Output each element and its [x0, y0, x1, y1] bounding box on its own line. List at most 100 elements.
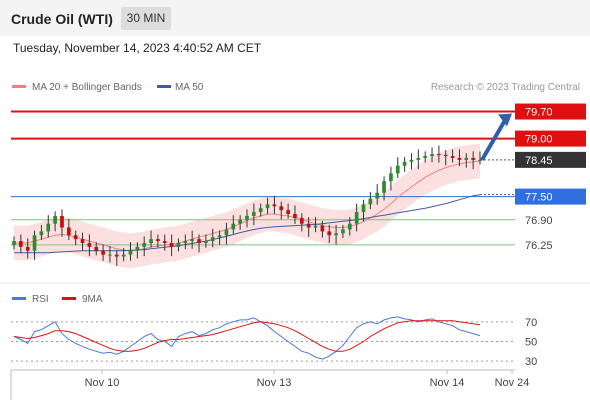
candle-body: [437, 154, 441, 156]
candle-body: [204, 241, 208, 243]
x-tick-label-1: Nov 13: [257, 377, 292, 389]
candle-body: [80, 239, 85, 243]
candle-body: [327, 231, 332, 236]
candle-body: [12, 241, 16, 245]
candle-body: [258, 208, 263, 213]
candle-body: [183, 241, 188, 243]
bollinger-band: [14, 143, 480, 269]
level-label-1: 79.00: [525, 134, 553, 146]
candle-body: [265, 204, 270, 209]
candle-body: [224, 229, 229, 236]
level-label-3: 76.90: [525, 215, 553, 227]
candle-body: [347, 223, 352, 230]
candle-body: [156, 239, 160, 242]
legend-rsi-label: RSI: [32, 294, 49, 305]
rsi-tick-30: 30: [525, 356, 537, 368]
header-bar: Crude Oil (WTI) 30 MIN: [0, 0, 590, 36]
candle-body: [197, 239, 201, 243]
legend-rsi-swatch: [12, 297, 26, 300]
candle-body: [60, 215, 64, 228]
candle-body: [286, 210, 290, 214]
candle-body: [361, 204, 366, 213]
candle-body: [430, 154, 434, 156]
candle-body: [128, 250, 133, 255]
candle-body: [395, 165, 400, 174]
instrument-title: Crude Oil (WTI): [11, 11, 113, 27]
x-tick-label-0: Nov 10: [85, 377, 120, 389]
timeframe-badge[interactable]: 30 MIN: [121, 7, 171, 30]
ma50-line: [14, 194, 481, 254]
time-axis-ticks: Nov 10 Nov 13 Nov 14 Nov 24: [85, 370, 530, 389]
candle-body: [457, 157, 462, 160]
candle-body: [25, 246, 30, 251]
candle-body: [231, 223, 236, 230]
candle-body: [341, 229, 345, 234]
candle-body: [334, 233, 338, 236]
candle-body: [238, 219, 243, 224]
level-badge-2: [515, 188, 586, 205]
candle-body: [217, 235, 222, 238]
candle-body: [389, 173, 393, 182]
candle-body: [409, 159, 414, 162]
candle-body: [279, 206, 284, 211]
current-price-badge: [515, 151, 586, 168]
candle-body: [423, 156, 428, 158]
projection-arrow-head: [498, 113, 512, 127]
candle-body: [464, 157, 469, 160]
level-label-4: 76.25: [525, 240, 553, 252]
candle-body: [190, 239, 195, 242]
level-label-2: 77.50: [525, 192, 553, 204]
candle-body: [382, 181, 386, 193]
projection-arrow-shaft: [480, 117, 508, 161]
candle-body: [471, 157, 476, 160]
candle-body: [32, 235, 37, 251]
candle-body: [450, 156, 455, 158]
candle-body: [46, 223, 51, 232]
level-badge-1: [515, 130, 586, 147]
candle-body: [149, 239, 153, 243]
rsi-ma-line: [13, 320, 481, 352]
x-tick-label-3: Nov 24: [495, 377, 530, 389]
candle-body: [443, 154, 448, 156]
legend-rsi-ma-label: 9MA: [82, 294, 103, 305]
candle-body: [354, 212, 359, 224]
candle-body: [402, 161, 407, 166]
rsi-chart: 30 50 70: [11, 316, 537, 368]
candle-body: [39, 231, 44, 236]
candle-body: [251, 212, 256, 216]
rsi-line: [13, 316, 481, 360]
candle-body: [416, 157, 421, 160]
candle-body: [169, 243, 174, 247]
candle-body: [375, 192, 380, 199]
legend-ma20-label: MA 20 + Bollinger Bands: [32, 82, 142, 93]
candle-body: [272, 204, 277, 207]
candle-body: [135, 246, 140, 251]
legend-ma50-label: MA 50: [175, 82, 204, 93]
candle-body: [162, 241, 167, 243]
candle-body: [73, 235, 78, 240]
candle-body: [306, 223, 311, 228]
current-price-label: 78.45: [525, 155, 553, 167]
x-tick-label-2: Nov 14: [430, 377, 465, 389]
candle-body: [299, 217, 304, 224]
rsi-tick-50: 50: [525, 336, 537, 348]
candle-body: [313, 225, 318, 228]
legend-ma50-swatch: [157, 85, 171, 88]
candle-body: [210, 237, 215, 242]
candle-body: [142, 243, 147, 247]
level-badge-0: [515, 103, 586, 120]
candle-body: [114, 254, 119, 257]
candle-body: [53, 215, 57, 224]
timestamp: Tuesday, November 14, 2023 4:40:52 AM CE…: [13, 41, 262, 55]
candle-body: [87, 243, 92, 247]
candle-body: [245, 215, 249, 220]
price-chart: 79.70 79.00 77.50 76.90 76.25 78.45: [11, 103, 586, 269]
legend-ma20-swatch: [12, 85, 26, 88]
candle-body: [293, 214, 297, 218]
candle-body: [101, 250, 105, 255]
candle-body: [320, 225, 325, 232]
candle-body: [368, 198, 373, 205]
level-label-0: 79.70: [525, 107, 553, 119]
